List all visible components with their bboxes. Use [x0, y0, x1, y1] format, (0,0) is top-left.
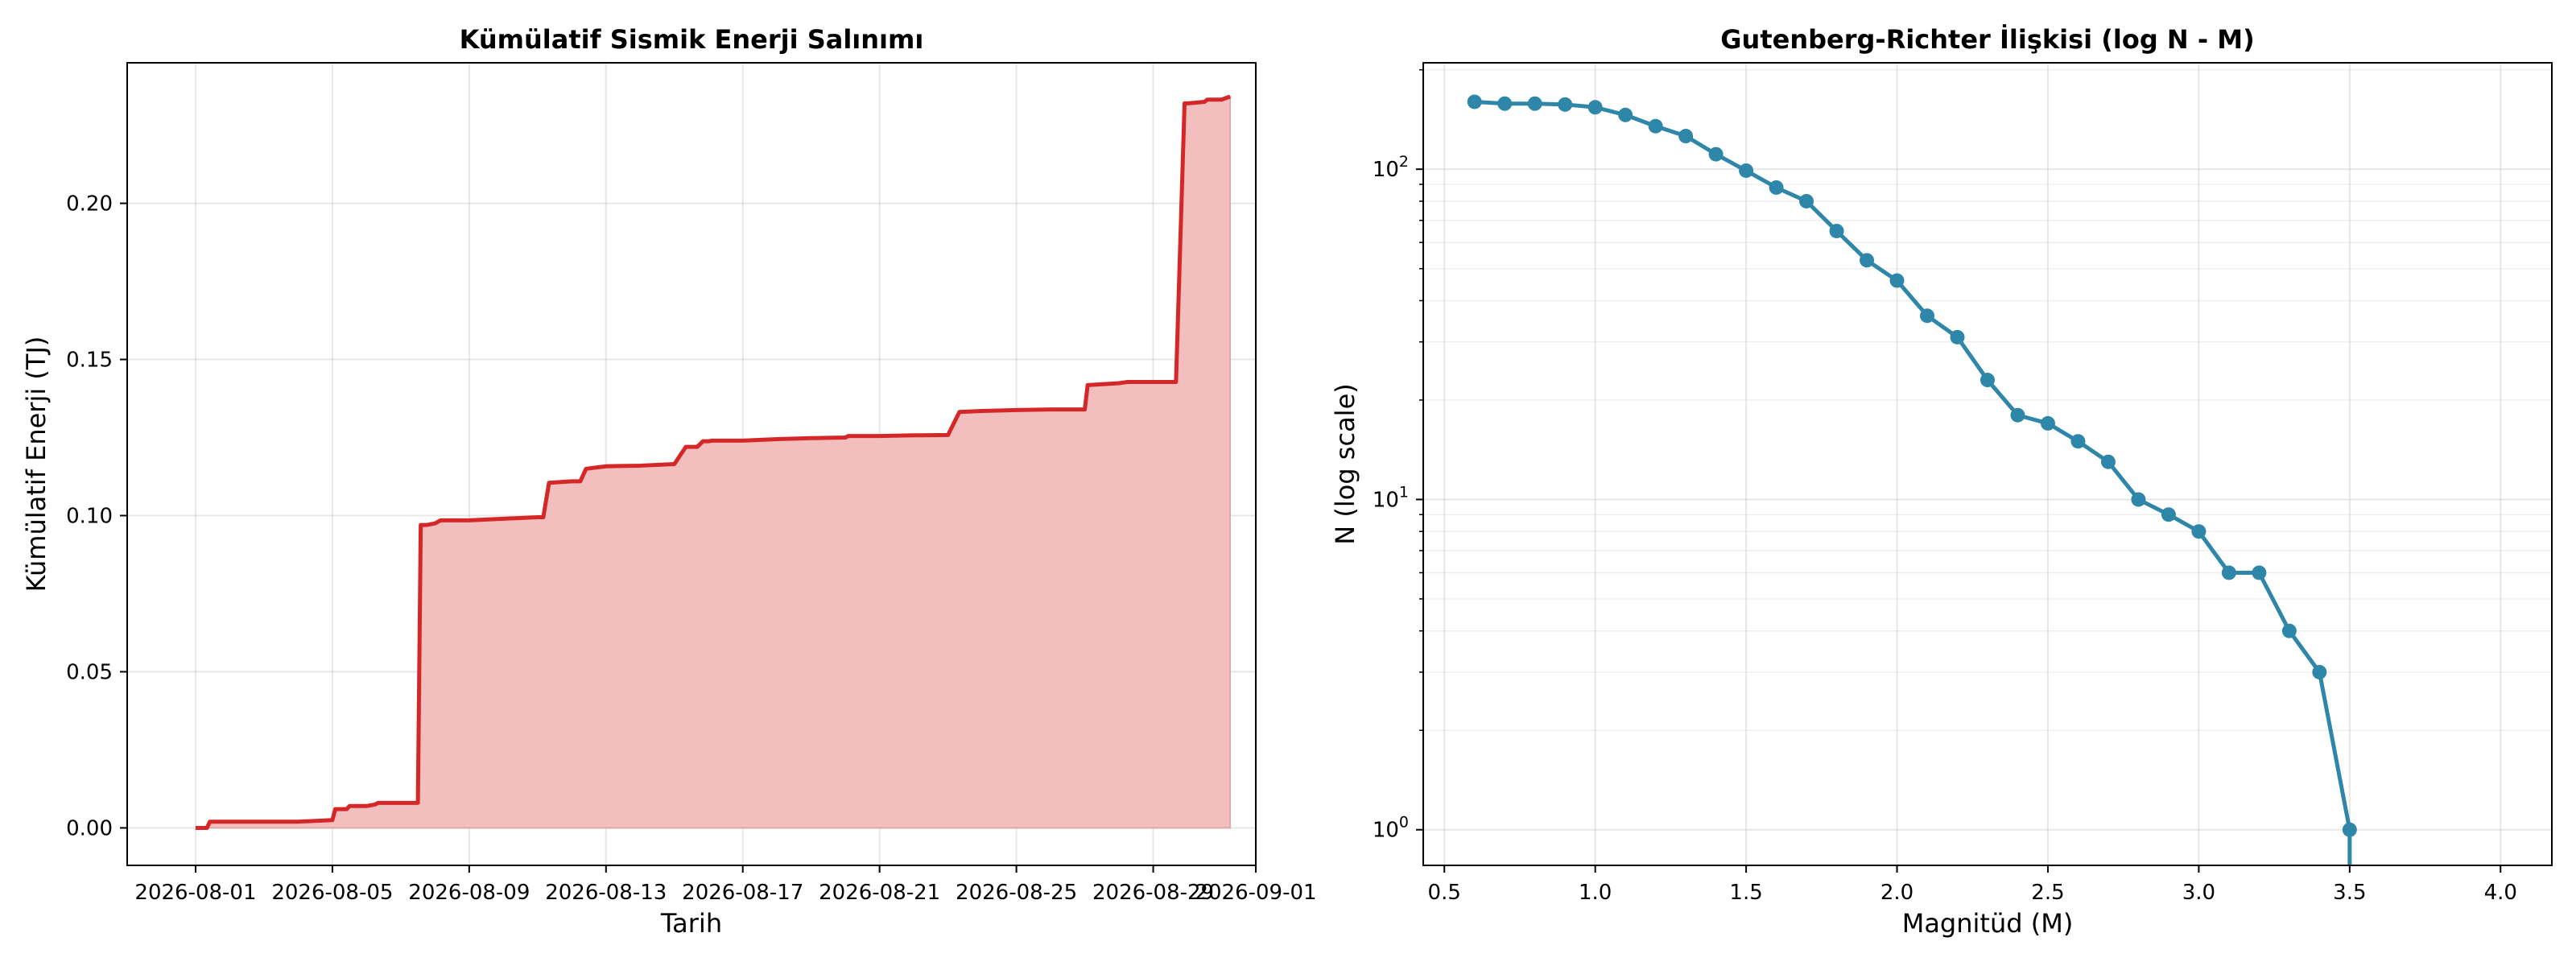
gr-data-point [2010, 407, 2025, 423]
energy-chart-frame [126, 62, 1257, 866]
x-tick-label: 2026-08-01 [134, 881, 256, 905]
gr-data-point [1950, 329, 1965, 345]
y-tick-label: 101 [1373, 483, 1409, 512]
gr-data-point [1587, 100, 1603, 115]
gr-data-point [1799, 193, 1814, 208]
y-tick-label: 102 [1373, 153, 1409, 182]
y-tick-label: 0.00 [66, 816, 113, 840]
energy-chart-title: Kümülatif Sismik Enerji Salınımı [460, 24, 924, 55]
gr-data-point [1980, 373, 1995, 388]
energy-area-fill [195, 95, 1231, 829]
gr-data-point [2100, 454, 2116, 469]
gr-chart-xlabel: Magnitüd (M) [1902, 908, 2074, 939]
x-tick-label: 2026-08-09 [408, 881, 530, 905]
gr-series-line [1474, 99, 2352, 873]
gr-data-point [1829, 223, 1844, 238]
energy-chart: Kümülatif Sismik Enerji Salınımı Tarih K… [21, 24, 1317, 939]
gr-data-point [2161, 507, 2176, 522]
gutenberg-richter-chart: Gutenberg-Richter İlişkisi (log N - M) M… [1330, 24, 2553, 939]
y-tick-label: 100 [1373, 814, 1409, 843]
gr-data-point [1527, 96, 1542, 111]
gr-data-point [2040, 415, 2055, 431]
gr-chart-grid [1423, 63, 2552, 865]
gr-data-point [2070, 434, 2086, 449]
gr-data-point [1678, 129, 1694, 144]
gr-data-point [2312, 664, 2327, 679]
gr-data-point [2221, 565, 2236, 580]
gr-chart-ylabel: N (log scale) [1330, 383, 1360, 544]
x-tick-label: 2026-08-05 [271, 881, 393, 905]
gr-data-point [2131, 492, 2146, 507]
x-tick-label: 2.0 [1880, 881, 1913, 905]
x-tick-label: 2026-08-17 [682, 881, 803, 905]
x-tick-label: 0.5 [1428, 881, 1461, 905]
gr-data-point [1920, 308, 1935, 324]
y-tick-label: 0.05 [66, 660, 113, 684]
gr-data-point [2191, 524, 2207, 539]
energy-chart-xlabel: Tarih [660, 908, 722, 939]
x-tick-label: 2026-09-01 [1195, 881, 1316, 905]
x-tick-label: 3.5 [2333, 881, 2366, 905]
x-tick-label: 2026-08-29 [1092, 881, 1214, 905]
gr-data-point [2281, 623, 2297, 638]
gr-axis-mask [1422, 866, 2553, 876]
x-tick-label: 2026-08-13 [545, 881, 667, 905]
x-tick-label: 2026-08-21 [819, 881, 940, 905]
y-tick-label: 0.15 [66, 349, 113, 373]
gr-data-point [1769, 180, 1784, 195]
y-tick-exponent: 0 [1399, 814, 1409, 832]
x-tick-label: 4.0 [2484, 881, 2517, 905]
gr-data-point [1648, 118, 1663, 134]
energy-chart-ylabel: Kümülatif Enerji (TJ) [21, 336, 52, 592]
gr-data-point [2252, 565, 2267, 580]
gr-chart-title: Gutenberg-Richter İlişkisi (log N - M) [1720, 24, 2254, 55]
y-tick-label: 0.20 [66, 192, 113, 217]
gr-data-point [1708, 147, 1724, 162]
gr-data-point [1860, 253, 1875, 268]
gr-data-point [1739, 163, 1754, 178]
gr-data-point [1558, 97, 1573, 112]
gr-data-point [2342, 822, 2357, 837]
gr-data-point [1889, 273, 1905, 288]
x-tick-label: 2.5 [2031, 881, 2064, 905]
y-tick-exponent: 2 [1399, 153, 1409, 171]
x-tick-label: 1.0 [1579, 881, 1612, 905]
gr-data-point [1467, 94, 1482, 109]
x-tick-label: 1.5 [1729, 881, 1762, 905]
gr-data-point [1618, 107, 1633, 122]
gr-data-point [1497, 96, 1513, 111]
x-tick-label: 3.0 [2182, 881, 2215, 905]
gr-chart-frame [1422, 62, 2553, 866]
x-tick-label: 2026-08-25 [956, 881, 1077, 905]
y-tick-label: 0.10 [66, 505, 113, 529]
energy-series-line [195, 94, 1231, 830]
y-tick-exponent: 1 [1399, 483, 1409, 501]
